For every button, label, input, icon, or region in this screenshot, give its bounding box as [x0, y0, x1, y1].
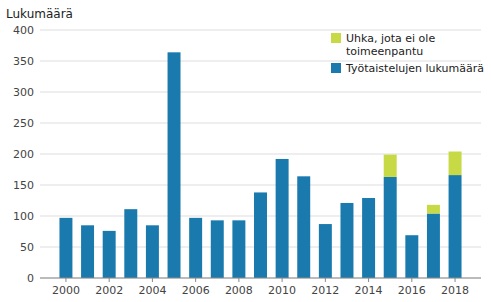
- x-tick-label: 2014: [355, 284, 383, 297]
- bar: [297, 176, 310, 278]
- bar: [362, 198, 375, 278]
- legend-label: Uhka, jota ei oletoimeenpantu: [346, 32, 435, 58]
- bar: [427, 214, 440, 278]
- bar: [362, 198, 375, 199]
- bar: [168, 52, 181, 278]
- bar: [232, 220, 245, 221]
- x-tick: [152, 278, 153, 282]
- bar: [297, 176, 310, 177]
- bar: [405, 235, 418, 236]
- y-tick-label: 0: [27, 272, 34, 285]
- grid-line: [40, 278, 481, 279]
- bar: [124, 209, 137, 278]
- x-tick: [455, 278, 456, 282]
- x-tick: [238, 278, 239, 282]
- y-tick-label: 100: [13, 210, 34, 223]
- legend-label: Työtaistelujen lukumäärä: [345, 62, 484, 75]
- bar: [59, 217, 72, 218]
- x-tick-label: 2002: [95, 284, 123, 297]
- bar: [124, 209, 137, 210]
- legend: Uhka, jota ei oletoimeenpantu Työtaistelu…: [331, 32, 484, 75]
- y-tick-label: 300: [13, 86, 34, 99]
- bar: [59, 218, 72, 278]
- bar: [319, 224, 332, 278]
- legend-swatch: [331, 63, 341, 73]
- bar: [168, 52, 181, 53]
- y-tick-label: 250: [13, 117, 34, 130]
- y-tick-label: 400: [13, 24, 34, 37]
- x-tick: [282, 278, 283, 282]
- bar: [211, 220, 224, 221]
- x-tick-label: 2012: [311, 284, 339, 297]
- bar: [427, 205, 440, 214]
- grid-line: [40, 185, 481, 186]
- y-tick-label: 50: [20, 241, 34, 254]
- legend-swatch: [331, 33, 341, 43]
- x-tick: [195, 278, 196, 282]
- x-tick-label: 2008: [225, 284, 253, 297]
- y-tick-label: 350: [13, 55, 34, 68]
- x-tick: [325, 278, 326, 282]
- bar: [146, 225, 159, 226]
- x-tick-label: 2010: [268, 284, 296, 297]
- x-tick: [65, 278, 66, 282]
- grid-line: [40, 30, 481, 31]
- x-tick-label: 2000: [52, 284, 80, 297]
- bar: [340, 202, 353, 203]
- grid-line: [40, 123, 481, 124]
- x-tick: [368, 278, 369, 282]
- y-tick-label: 200: [13, 148, 34, 161]
- bar: [254, 192, 267, 278]
- bar: [146, 225, 159, 278]
- x-tick-label: 2004: [138, 284, 166, 297]
- x-tick: [109, 278, 110, 282]
- bar: [449, 175, 462, 278]
- y-tick-label: 150: [13, 179, 34, 192]
- grid-line: [40, 92, 481, 93]
- y-label: Lukumäärä: [6, 7, 73, 21]
- x-tick: [411, 278, 412, 282]
- x-tick-label: 2006: [182, 284, 210, 297]
- bar: [103, 231, 116, 278]
- bar: [276, 159, 289, 278]
- bar: [384, 177, 397, 278]
- bar: [319, 224, 332, 225]
- bar: [103, 230, 116, 231]
- bar: [254, 192, 267, 193]
- bars: [59, 52, 461, 278]
- bar: [189, 218, 202, 278]
- x-axis-line: [40, 278, 481, 279]
- bar: [81, 225, 94, 278]
- bar: [384, 155, 397, 177]
- x-tick-label: 2016: [398, 284, 426, 297]
- x-tick-label: 2018: [441, 284, 469, 297]
- bar: [232, 220, 245, 278]
- bar: [211, 220, 224, 278]
- bar: [340, 203, 353, 278]
- bar: [449, 152, 462, 176]
- bar: [405, 235, 418, 278]
- bar: [189, 217, 202, 218]
- bar: [81, 225, 94, 226]
- chart: 0 50 100 150 200 250 300 350 400 Lukumäärä 2000 200…: [0, 0, 491, 302]
- bar: [276, 158, 289, 159]
- grid-line: [40, 154, 481, 155]
